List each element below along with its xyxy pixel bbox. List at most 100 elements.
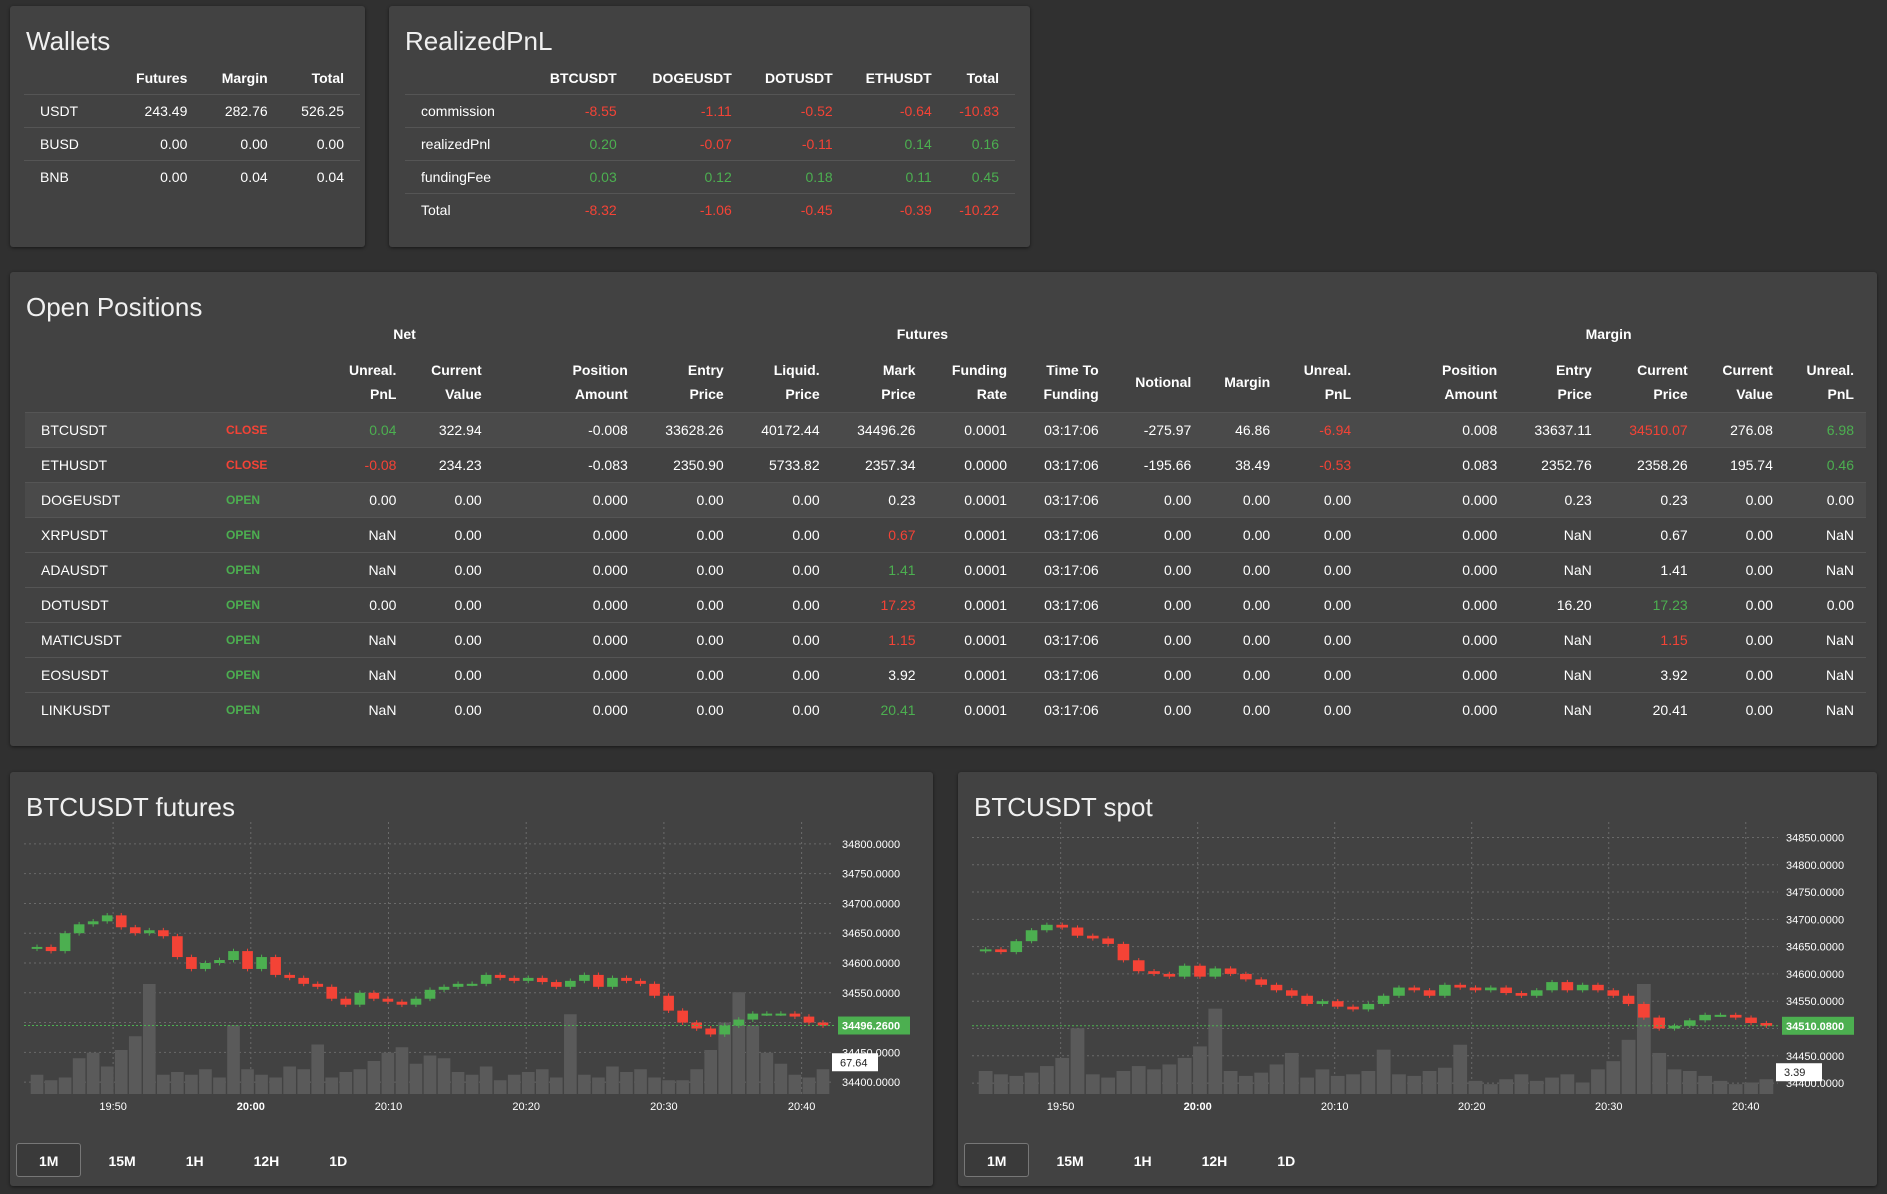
candle-body: [1423, 990, 1436, 996]
open-position-button[interactable]: OPEN: [216, 517, 328, 553]
timeframe-button-1m[interactable]: 1M: [16, 1143, 82, 1177]
candle-body: [298, 977, 310, 984]
candle-body: [1255, 979, 1268, 985]
position-cell: 03:17:06: [1019, 482, 1111, 518]
candle-body: [1224, 968, 1237, 974]
candle-body: [256, 957, 267, 969]
position-cell: 0.00: [735, 622, 832, 658]
candle-body: [789, 1013, 801, 1017]
position-cell: 0.00: [408, 657, 494, 693]
y-tick-label: 34450.0000: [1786, 1051, 1844, 1063]
timeframe-button-15m[interactable]: 15M: [1056, 1153, 1084, 1169]
timeframe-button-1m[interactable]: 1M: [964, 1143, 1030, 1177]
volume-bar: [521, 1072, 535, 1094]
wallet-value: 0.00: [115, 127, 204, 161]
open-position-button[interactable]: OPEN: [216, 482, 328, 518]
futures-candlestick-chart[interactable]: 34800.0000 34750.0000 34700.0000 34650.0000…: [24, 822, 924, 1112]
candle-body: [1086, 935, 1099, 939]
group-net: Net: [393, 326, 416, 342]
pnl-header: BTCUSDT: [549, 70, 617, 86]
volume-bar: [746, 1025, 760, 1094]
open-position-button[interactable]: OPEN: [216, 692, 328, 727]
position-row: ETHUSDT CLOSE -0.08 234.23 -0.083 2350.90 5733…: [25, 447, 1866, 483]
position-cell: 0.00: [1203, 622, 1283, 658]
wallet-value: 243.49: [115, 94, 204, 128]
candle-body: [1316, 1001, 1329, 1004]
position-cell: 0.00: [408, 587, 494, 623]
timeframe-button-12h[interactable]: 12H: [1201, 1153, 1228, 1169]
x-tick-label: 20:30: [1595, 1101, 1623, 1112]
futures-column-header: Liquid. Price: [736, 352, 832, 413]
pnl-header: ETHUSDT: [865, 70, 932, 86]
volume-bar: [978, 1071, 993, 1094]
candle-body: [73, 924, 85, 934]
position-cell: 0.00: [1282, 622, 1364, 658]
volume-bar: [1392, 1074, 1406, 1094]
futures-column-header: Position Amount: [494, 352, 640, 413]
candle-body: [1469, 987, 1482, 991]
position-cell: 0.00: [1110, 552, 1204, 588]
volume-bar: [325, 1077, 339, 1094]
candle-body: [382, 998, 394, 1002]
volume-bar: [423, 1055, 437, 1094]
position-cell: 40172.44: [735, 412, 832, 448]
volume-bar: [1437, 1067, 1452, 1094]
open-position-button[interactable]: OPEN: [216, 622, 328, 658]
volume-bar: [802, 1077, 816, 1094]
open-position-button[interactable]: OPEN: [216, 552, 328, 588]
candle-body: [1439, 984, 1451, 996]
volume-bar: [185, 1074, 198, 1094]
timeframe-button-12h[interactable]: 12H: [253, 1153, 280, 1169]
candle-body: [1607, 990, 1620, 996]
candle-body: [1408, 987, 1421, 991]
timeframe-button-1d[interactable]: 1D: [1277, 1153, 1296, 1169]
volume-bar: [994, 1074, 1008, 1094]
volume-bar: [1545, 1077, 1559, 1094]
timeframe-button-1h[interactable]: 1H: [185, 1153, 204, 1169]
position-cell: 03:17:06: [1019, 447, 1111, 483]
realized-pnl-card: RealizedPnL BTCUSDT DOGEUSDT DOTUSDT ETH…: [389, 6, 1030, 247]
pnl-value: -0.64: [848, 94, 948, 128]
position-cell: NaN: [327, 692, 409, 727]
open-position-button[interactable]: OPEN: [216, 657, 328, 693]
close-position-button[interactable]: CLOSE: [216, 412, 328, 448]
header-line-2: PnL: [1827, 386, 1854, 402]
candle-body: [1270, 984, 1283, 991]
header-line-1: Entry: [1555, 362, 1592, 378]
candle-body: [1622, 995, 1635, 1004]
position-cell: NaN: [1509, 517, 1604, 553]
volume-bar: [774, 1063, 788, 1094]
candle-body: [480, 974, 492, 984]
candle-body: [1714, 1014, 1727, 1017]
position-symbol: DOTUSDT: [25, 587, 217, 623]
timeframe-button-1h[interactable]: 1H: [1133, 1153, 1152, 1169]
pnl-value: -0.39: [848, 193, 948, 226]
pnl-value: -10.83: [947, 94, 1015, 128]
volume-bar: [479, 1066, 493, 1094]
open-position-button[interactable]: OPEN: [216, 587, 328, 623]
timeframe-button-1d[interactable]: 1D: [329, 1153, 348, 1169]
candle-body: [705, 1028, 717, 1035]
candle-body: [1561, 982, 1574, 991]
position-cell: 0.000: [493, 517, 640, 553]
volume-bar: [255, 1074, 268, 1094]
volume-bar: [662, 1080, 675, 1094]
volume-bar: [1300, 1077, 1315, 1094]
candle-body: [1484, 987, 1497, 991]
y-tick-label: 34650.0000: [1786, 942, 1844, 954]
volume-bar: [1560, 1074, 1575, 1094]
volume-bar: [718, 1022, 732, 1094]
position-cell: 0.00: [1699, 622, 1785, 658]
header-line-1: Notional: [1135, 374, 1192, 390]
spot-candlestick-chart[interactable]: 34850.0000 34800.0000 34750.0000 34700.0000…: [972, 822, 1868, 1112]
close-position-button[interactable]: CLOSE: [216, 447, 328, 483]
position-cell: 0.00: [408, 552, 494, 588]
timeframe-button-15m[interactable]: 15M: [108, 1153, 136, 1169]
volume-bar: [1499, 1079, 1514, 1094]
position-cell: 0.00: [1699, 657, 1785, 693]
candle-body: [312, 983, 324, 987]
volume-bar: [493, 1080, 507, 1094]
candle-body: [270, 957, 281, 975]
candle-body: [1209, 968, 1222, 977]
candle-body: [354, 992, 366, 1005]
